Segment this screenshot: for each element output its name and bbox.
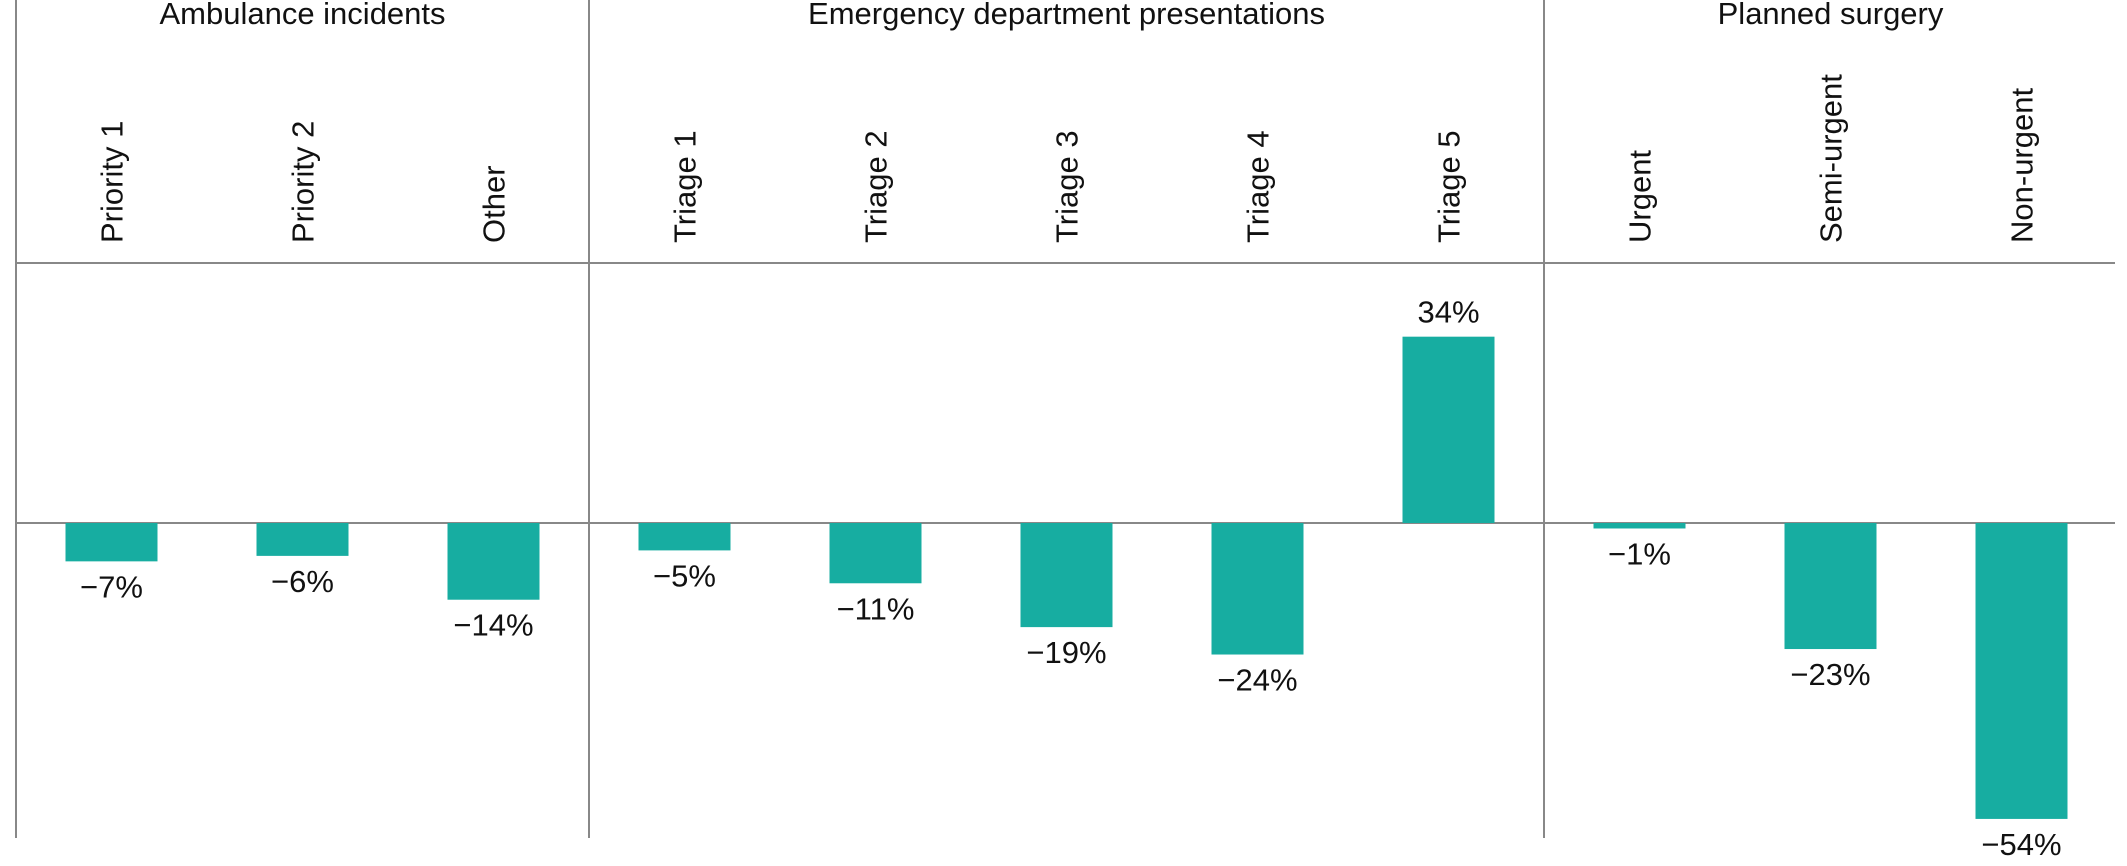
category-label: Semi-urgent bbox=[1814, 74, 1849, 243]
bar bbox=[1020, 523, 1113, 628]
bar bbox=[638, 523, 731, 551]
category-label: Urgent bbox=[1623, 150, 1658, 243]
data-label: −1% bbox=[1608, 536, 1671, 571]
category-label: Triage 2 bbox=[859, 130, 894, 243]
category-label: Priority 2 bbox=[286, 121, 321, 243]
bar bbox=[1211, 523, 1304, 655]
bar bbox=[1784, 523, 1877, 650]
category-label: Triage 3 bbox=[1050, 130, 1085, 243]
data-label: 34% bbox=[1417, 295, 1479, 330]
bar bbox=[447, 523, 540, 600]
bar bbox=[65, 523, 158, 562]
group-title: Emergency department presentations bbox=[808, 0, 1325, 31]
data-label: −5% bbox=[653, 558, 716, 593]
bar bbox=[829, 523, 922, 584]
bar bbox=[1402, 336, 1495, 523]
bar bbox=[1593, 523, 1686, 529]
category-label: Triage 4 bbox=[1241, 130, 1276, 243]
data-label: −7% bbox=[80, 569, 143, 604]
data-label: −54% bbox=[1981, 827, 2061, 862]
data-label: −24% bbox=[1217, 663, 1297, 698]
data-label: −11% bbox=[837, 591, 915, 626]
data-label: −19% bbox=[1026, 635, 1106, 670]
category-label: Triage 5 bbox=[1432, 130, 1467, 243]
data-label: −6% bbox=[271, 564, 334, 599]
category-label: Other bbox=[477, 165, 512, 243]
group-title: Planned surgery bbox=[1718, 0, 1944, 31]
category-label: Non-urgent bbox=[2005, 88, 2040, 243]
group-title: Ambulance incidents bbox=[159, 0, 445, 31]
bar bbox=[256, 523, 349, 556]
category-label: Priority 1 bbox=[95, 121, 130, 243]
category-label: Triage 1 bbox=[668, 130, 703, 243]
data-label: −14% bbox=[453, 608, 533, 643]
bar bbox=[1975, 523, 2068, 819]
data-label: −23% bbox=[1790, 657, 1870, 692]
